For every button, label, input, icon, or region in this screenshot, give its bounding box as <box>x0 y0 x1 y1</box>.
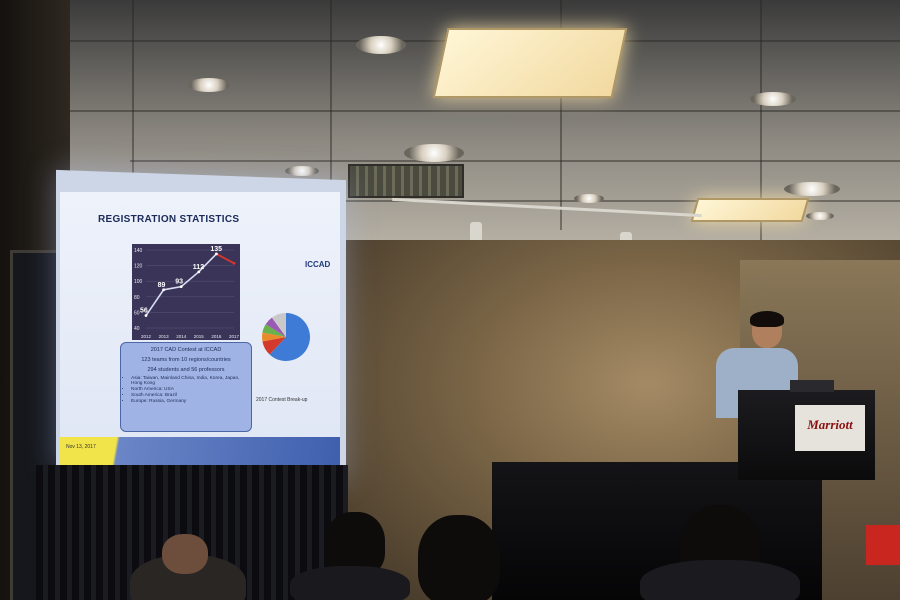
ceiling-grid-line <box>132 0 134 200</box>
podium-sign: Marriott <box>795 405 865 451</box>
audience-member <box>640 560 800 600</box>
ceiling-grid-line <box>330 0 332 220</box>
data-label: 93 <box>175 279 183 286</box>
x-tick-label: 2014 <box>176 334 187 339</box>
data-point <box>162 288 165 292</box>
ceiling-grid-line <box>60 110 900 112</box>
ceiling-can-light <box>356 36 406 54</box>
audience-head <box>325 512 385 576</box>
chart-svg: 40 60 80 100 120 140 2012 2013 2014 2015 2016 2017 5… <box>134 246 240 339</box>
audience-head <box>162 534 208 574</box>
data-label: 56 <box>140 308 148 315</box>
slide-title: REGISTRATION STATISTICS <box>98 214 240 225</box>
ceiling-grid-line <box>560 0 562 230</box>
series-line-2017 <box>215 253 235 265</box>
audience-head <box>418 515 500 600</box>
data-point <box>197 270 201 274</box>
audience-member <box>290 566 410 600</box>
ceiling-grid-line <box>760 0 762 240</box>
ceiling-grid-line <box>130 160 900 162</box>
info-bullet: South America: Brazil <box>131 393 251 398</box>
ceiling-light-panel <box>432 28 628 98</box>
pie-slice <box>262 332 286 342</box>
ceiling-can-light <box>574 194 604 203</box>
iccad-logo: ICCAD <box>305 260 331 269</box>
speaker-hair <box>750 311 784 327</box>
data-label: 135 <box>210 246 222 253</box>
data-label: 112 <box>193 264 204 271</box>
data-point <box>144 314 148 317</box>
x-tick-label: 2016 <box>211 334 222 339</box>
ceiling-can-light <box>188 78 230 92</box>
pie-caption: 2017 Contest Break-up <box>256 397 308 403</box>
presentation-slide: REGISTRATION STATISTICS ICCAD 40 60 80 100 1… <box>60 192 340 467</box>
ceiling-can-light <box>806 212 834 220</box>
y-tick-label: 100 <box>134 279 143 285</box>
contest-info-box: 2017 CAD Contest at ICCAD 123 teams from… <box>120 342 252 432</box>
pie-slice <box>262 337 286 355</box>
pie-slice <box>269 313 310 361</box>
y-tick-label: 40 <box>134 326 140 332</box>
x-tick-label: 2012 <box>141 334 152 339</box>
ceiling-can-light <box>285 166 319 176</box>
x-tick-label: 2015 <box>194 334 205 339</box>
y-tick-label: 80 <box>134 295 140 301</box>
data-point <box>179 285 183 289</box>
y-tick-label: 60 <box>134 310 140 316</box>
info-line: 123 teams from 10 regions/countries <box>141 357 231 363</box>
registration-line-chart: 40 60 80 100 120 140 2012 2013 2014 2015 2016 2017 5… <box>132 244 240 340</box>
pie-slice <box>265 317 286 337</box>
y-tick-label: 140 <box>134 248 143 254</box>
ceiling-can-light <box>750 92 796 106</box>
pie-slice <box>262 324 286 337</box>
slide-date: Nov 13, 2017 <box>66 444 96 450</box>
info-bullet: Asia: Taiwan, Mainland China, India, Kor… <box>131 376 251 386</box>
pie-slice <box>271 313 286 337</box>
info-bullet: Europe: Russia, Germany <box>131 399 251 404</box>
ceiling-grid-line <box>200 200 900 202</box>
x-tick-label: 2017 <box>229 334 240 339</box>
info-line: 294 students and 56 professors <box>147 367 225 373</box>
info-bullet: North America: USA <box>131 387 251 392</box>
data-point <box>215 252 218 256</box>
ceiling-vent <box>348 164 464 198</box>
ceiling-can-light <box>404 144 464 162</box>
ceiling-can-light <box>784 182 840 196</box>
info-header: 2017 CAD Contest at ICCAD <box>150 347 222 353</box>
data-point <box>232 261 236 265</box>
ceiling-light-panel <box>690 198 810 222</box>
laptop <box>790 380 834 392</box>
red-box <box>866 525 900 565</box>
slide-footer-band <box>60 437 340 467</box>
contest-breakup-pie <box>262 313 310 361</box>
y-tick-label: 120 <box>134 264 143 270</box>
x-tick-label: 2013 <box>159 334 170 339</box>
data-label: 89 <box>158 282 166 289</box>
